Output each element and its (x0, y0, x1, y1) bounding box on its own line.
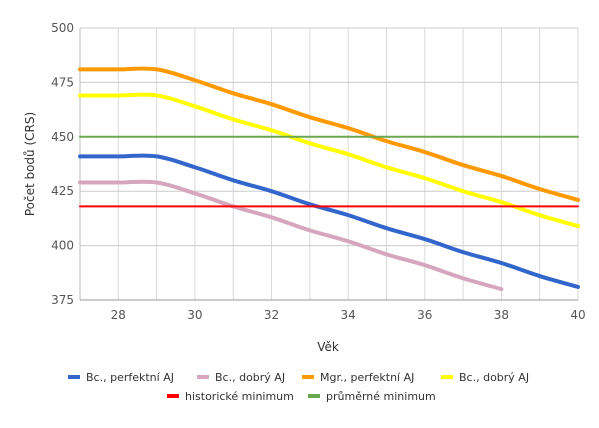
y-axis-title: Počet bodů (CRS) (23, 112, 37, 216)
legend: Bc., perfektní AJ Bc., dobrý AJ Mgr., perf… (68, 371, 529, 403)
x-axis-title: Věk (317, 340, 339, 354)
legend-label: historické minimum (185, 390, 294, 403)
series-line-2-bc-dobry-aj (78, 179, 504, 292)
legend-label: Bc., perfektní AJ (86, 371, 174, 384)
series-line-1-bc-perfektni-aj (78, 153, 580, 289)
x-tick-label: 30 (187, 308, 202, 322)
x-tick-label: 36 (417, 308, 432, 322)
y-tick-label: 400 (51, 239, 74, 253)
x-tick-label: 38 (494, 308, 509, 322)
x-tick-label: 28 (111, 308, 126, 322)
legend-label: Bc., dobrý AJ (459, 371, 529, 384)
x-tick-label: 40 (570, 308, 585, 322)
y-tick-label: 475 (51, 75, 74, 89)
series-line-3-mgr-perfektni-aj (78, 66, 580, 202)
legend-label: Mgr., perfektní AJ (320, 371, 414, 384)
series-line-4-bc-dobry-aj (78, 92, 580, 229)
y-tick-label: 375 (51, 293, 74, 307)
legend-label: Bc., dobrý AJ (215, 371, 285, 384)
legend-label: průměrné minimum (326, 390, 436, 403)
y-tick-label: 500 (51, 21, 74, 35)
x-tick-label: 32 (264, 308, 279, 322)
y-tick-label: 425 (51, 184, 74, 198)
x-tick-label: 34 (341, 308, 356, 322)
y-tick-label: 450 (51, 130, 74, 144)
